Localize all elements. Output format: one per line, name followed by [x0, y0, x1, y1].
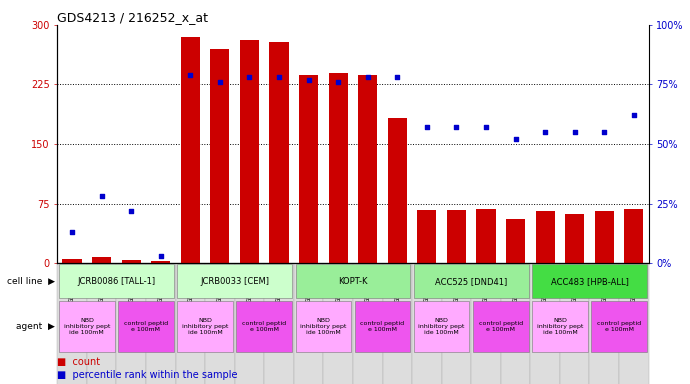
Text: ■  count: ■ count [57, 357, 101, 367]
Bar [382, 263, 412, 384]
Bar [294, 263, 324, 384]
Text: NBD
inhibitory pept
ide 100mM: NBD inhibitory pept ide 100mM [63, 318, 110, 335]
Text: control peptid
e 100mM: control peptid e 100mM [242, 321, 286, 332]
Point [451, 124, 462, 131]
Bar [269, 41, 288, 263]
Point [362, 74, 373, 80]
Point [569, 129, 580, 135]
Text: KOPT-K: KOPT-K [338, 277, 368, 286]
Bar [299, 75, 318, 263]
Text: control peptid
e 100mM: control peptid e 100mM [360, 321, 404, 332]
Point [480, 124, 491, 131]
Point [273, 74, 284, 80]
Bar [240, 40, 259, 263]
Bar [442, 263, 471, 384]
Bar [264, 263, 294, 384]
Point [66, 229, 77, 235]
Bar [560, 263, 589, 384]
Bar [447, 210, 466, 263]
Point [96, 193, 107, 199]
Text: JCRB0086 [TALL-1]: JCRB0086 [TALL-1] [77, 277, 155, 286]
Bar [237, 301, 292, 352]
Bar [353, 263, 382, 384]
Text: agent  ▶: agent ▶ [16, 322, 55, 331]
Bar [476, 209, 495, 263]
Bar [121, 260, 141, 263]
Text: JCRB0033 [CEM]: JCRB0033 [CEM] [200, 277, 269, 286]
Bar [92, 257, 111, 263]
Point [333, 79, 344, 85]
Bar [417, 210, 437, 263]
Bar [62, 259, 81, 263]
Point [244, 74, 255, 80]
Bar [388, 118, 407, 263]
Text: GDS4213 / 216252_x_at: GDS4213 / 216252_x_at [57, 11, 208, 24]
Bar [181, 37, 200, 263]
Point [215, 79, 226, 85]
Bar [473, 301, 529, 352]
Point [303, 77, 314, 83]
Bar [118, 301, 174, 352]
Bar [531, 263, 560, 384]
Bar [532, 265, 647, 298]
Text: NBD
inhibitory pept
ide 100mM: NBD inhibitory pept ide 100mM [537, 318, 583, 335]
Bar [532, 301, 588, 352]
Text: ACC483 [HPB-ALL]: ACC483 [HPB-ALL] [551, 277, 629, 286]
Bar [619, 263, 649, 384]
Bar [210, 49, 230, 263]
Text: NBD
inhibitory pept
ide 100mM: NBD inhibitory pept ide 100mM [182, 318, 228, 335]
Text: cell line  ▶: cell line ▶ [6, 277, 55, 286]
Bar [235, 263, 264, 384]
Bar [205, 263, 235, 384]
Bar [414, 265, 529, 298]
Bar [506, 219, 525, 263]
Text: NBD
inhibitory pept
ide 100mM: NBD inhibitory pept ide 100mM [418, 318, 465, 335]
Bar [151, 261, 170, 263]
Bar [295, 265, 411, 298]
Point [629, 113, 640, 119]
Bar [358, 75, 377, 263]
Bar [328, 73, 348, 263]
Bar [565, 214, 584, 263]
Bar [177, 301, 233, 352]
Bar [146, 263, 175, 384]
Bar [295, 301, 351, 352]
Bar [471, 263, 501, 384]
Bar [501, 263, 531, 384]
Bar [589, 263, 619, 384]
Point [422, 124, 433, 131]
Bar [414, 301, 469, 352]
Bar [59, 301, 115, 352]
Bar [412, 263, 442, 384]
Text: control peptid
e 100mM: control peptid e 100mM [597, 321, 641, 332]
Bar [355, 301, 411, 352]
Bar [57, 263, 87, 384]
Point [126, 208, 137, 214]
Text: control peptid
e 100mM: control peptid e 100mM [479, 321, 523, 332]
Point [155, 253, 166, 259]
Bar [324, 263, 353, 384]
Bar [535, 212, 555, 263]
Bar [59, 265, 174, 298]
Bar [177, 265, 292, 298]
Point [510, 136, 521, 142]
Text: ACC525 [DND41]: ACC525 [DND41] [435, 277, 507, 286]
Bar [595, 212, 614, 263]
Bar [117, 263, 146, 384]
Text: ■  percentile rank within the sample: ■ percentile rank within the sample [57, 371, 238, 381]
Point [185, 72, 196, 78]
Point [392, 74, 403, 80]
Point [599, 129, 610, 135]
Bar [591, 301, 647, 352]
Bar [624, 209, 644, 263]
Bar [87, 263, 117, 384]
Point [540, 129, 551, 135]
Text: control peptid
e 100mM: control peptid e 100mM [124, 321, 168, 332]
Text: NBD
inhibitory pept
ide 100mM: NBD inhibitory pept ide 100mM [300, 318, 346, 335]
Bar [175, 263, 205, 384]
